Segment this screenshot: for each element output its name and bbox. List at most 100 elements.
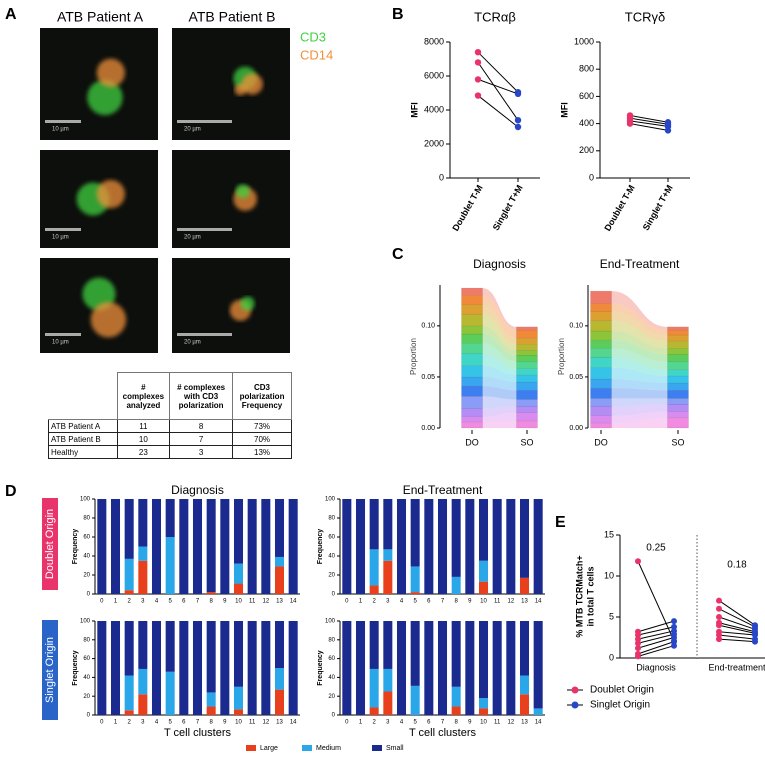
y-tick-label: 0.05	[569, 374, 583, 381]
stack-segment	[516, 350, 538, 356]
dot	[716, 622, 722, 629]
x-tick-label: SO	[520, 437, 533, 447]
x-tick-label: 10	[480, 599, 487, 605]
micrograph	[172, 258, 290, 353]
bar-segment	[533, 621, 543, 709]
bar-segment	[165, 499, 175, 537]
bar-segment	[233, 583, 244, 594]
x-tick-label: 14	[290, 599, 297, 605]
bar-segment	[533, 708, 543, 715]
y-tick-label: 20	[83, 694, 90, 700]
panel-label: D	[5, 483, 17, 500]
stack-segment	[461, 365, 483, 378]
bar-segment	[437, 621, 448, 715]
x-tick-label: 5	[413, 599, 417, 605]
flow	[611, 367, 668, 384]
x-tick-label: 3	[141, 599, 145, 605]
dot	[752, 632, 758, 639]
y-axis-label: % MTB TCRMatch+	[574, 555, 584, 637]
x-axis-label: T cell clusters	[409, 727, 477, 739]
bar-segment	[138, 499, 148, 547]
x-tick-label: 7	[441, 720, 445, 726]
x-tick-label: Doublet T-M	[602, 183, 636, 233]
bar-segment	[369, 707, 379, 715]
flow	[482, 353, 517, 375]
bar-segment	[369, 499, 379, 550]
y-tick-label: 60	[328, 656, 335, 662]
flow	[611, 330, 668, 355]
scale-bar-label: 20 µm	[184, 127, 201, 133]
cell-signal	[87, 79, 123, 116]
stack-segment	[667, 369, 689, 377]
stack-segment	[461, 376, 483, 387]
chart-title: End-Treatment	[600, 257, 680, 271]
y-tick-label: 100	[80, 619, 91, 625]
stack-segment	[516, 329, 538, 339]
flow	[482, 406, 517, 417]
y-tick-label: 8000	[424, 36, 444, 46]
x-tick-label: 10	[480, 720, 487, 726]
x-tick-label: 4	[155, 720, 159, 726]
y-axis-label: Frequency	[317, 650, 324, 686]
y-tick-label: 4000	[424, 104, 444, 114]
legend-marker	[571, 686, 579, 694]
x-tick-label: 6	[182, 720, 186, 726]
cell: 13%	[232, 445, 292, 459]
x-tick-label: 7	[196, 599, 200, 605]
bar-segment	[410, 566, 420, 593]
y-tick-label: 20	[328, 694, 335, 700]
bar-segment	[124, 710, 134, 715]
cell: 73%	[232, 419, 292, 433]
x-tick-label: 9	[468, 720, 472, 726]
stack-segment	[461, 325, 483, 335]
stack-segment	[461, 342, 483, 354]
flow	[482, 325, 517, 356]
x-tick-label: 6	[427, 599, 431, 605]
y-tick-label: 100	[325, 497, 336, 503]
bar-segment	[124, 590, 134, 594]
bar-segment	[233, 563, 244, 584]
x-tick-label: 6	[182, 599, 186, 605]
stack-segment	[590, 339, 612, 349]
bar-segment	[179, 621, 189, 715]
x-tick-label: 3	[386, 599, 390, 605]
scale-bar	[177, 333, 232, 336]
stack-segment	[516, 355, 538, 362]
channel-label: CD14	[300, 47, 333, 62]
dot	[635, 636, 641, 643]
y-tick-label: 0	[589, 172, 594, 182]
bar-segment	[478, 698, 489, 709]
stack-segment	[516, 326, 538, 331]
stack-segment	[590, 367, 612, 380]
x-tick-label: 8	[209, 720, 213, 726]
flow	[611, 357, 668, 376]
x-tick-label: 1	[359, 599, 363, 605]
y-tick-label: 1000	[574, 36, 594, 46]
stack-segment	[667, 389, 689, 399]
bar-segment	[451, 686, 461, 707]
pair-line	[629, 117, 669, 125]
y-tick-label: 2000	[424, 138, 444, 148]
bar-segment	[369, 668, 379, 708]
micrograph	[40, 150, 158, 248]
flow	[482, 365, 517, 383]
y-tick-label: 0	[332, 592, 336, 598]
table-row: ATB Patient A 11 8 73%	[48, 419, 292, 433]
annotation: 0.18	[727, 560, 747, 571]
y-tick-label: 100	[80, 497, 91, 503]
cell-signal	[234, 83, 247, 96]
table-row: Healthy 23 3 13%	[48, 445, 292, 459]
x-tick-label: 3	[141, 720, 145, 726]
legend-marker	[571, 701, 579, 709]
bar-segment	[465, 499, 475, 594]
cell: 3	[169, 445, 234, 459]
flow	[611, 291, 668, 330]
y-tick-label: 0	[87, 592, 91, 598]
y-tick-label: 5	[609, 611, 614, 621]
stack-segment	[590, 330, 612, 341]
y-tick-label: 60	[83, 535, 90, 541]
bar-segment	[424, 621, 434, 715]
micrograph	[172, 28, 290, 140]
stack-segment	[590, 320, 612, 332]
stack-segment	[461, 294, 483, 305]
